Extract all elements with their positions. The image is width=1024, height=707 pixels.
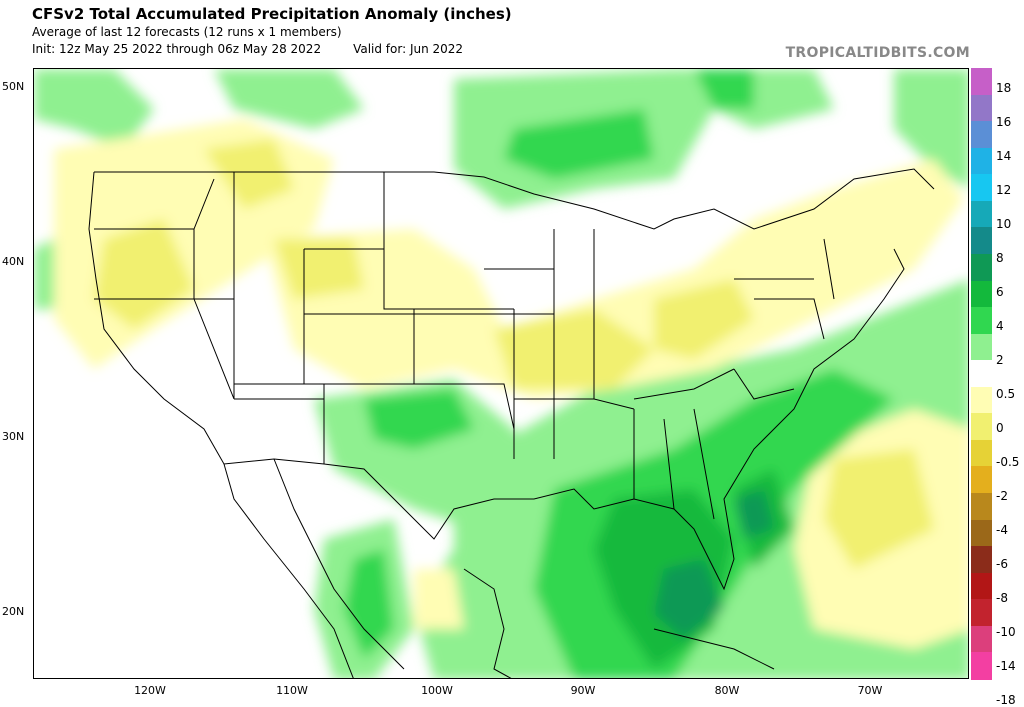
colorbar-label: -10 — [996, 625, 1016, 639]
colorbar-segment — [971, 466, 992, 494]
valid-text: Valid for: Jun 2022 — [353, 42, 464, 56]
chart-title: CFSv2 Total Accumulated Precipitation An… — [32, 5, 512, 23]
colorbar-segment — [971, 147, 992, 175]
lat-label-50n: 50N — [2, 80, 25, 93]
colorbar-segment — [971, 227, 992, 255]
lat-label-30n: 30N — [2, 430, 25, 443]
lon-label-70w: 70W — [857, 684, 883, 697]
map-canvas — [34, 69, 968, 678]
colorbar-label: 18 — [996, 81, 1012, 95]
colorbar-label: -6 — [996, 557, 1008, 571]
colorbar-segment — [971, 121, 992, 149]
colorbar-segment — [971, 599, 992, 627]
lon-label-110w: 110W — [276, 684, 308, 697]
colorbar-label: -8 — [996, 591, 1008, 605]
colorbar-label: 4 — [996, 319, 1004, 333]
init-text: Init: 12z May 25 2022 through 06z May 28… — [32, 42, 322, 56]
colorbar-segment — [971, 652, 992, 680]
precipitation-map — [33, 68, 969, 679]
colorbar-segment — [971, 94, 992, 122]
colorbar-segment — [971, 572, 992, 600]
lat-label-40n: 40N — [2, 255, 25, 268]
colorbar-label: -4 — [996, 523, 1008, 537]
colorbar — [971, 68, 992, 680]
lon-label-100w: 100W — [421, 684, 453, 697]
colorbar-segment — [971, 625, 992, 654]
colorbar-label: 2 — [996, 353, 1004, 367]
brand-watermark: TROPICALTIDBITS.COM — [785, 45, 970, 61]
colorbar-segment — [971, 360, 992, 388]
colorbar-segment — [971, 333, 992, 361]
colorbar-segment — [971, 253, 992, 282]
colorbar-label: -2 — [996, 489, 1008, 503]
colorbar-segment — [971, 174, 992, 202]
colorbar-segment — [971, 519, 992, 547]
lon-label-80w: 80W — [714, 684, 740, 697]
colorbar-segment — [971, 307, 992, 335]
colorbar-segment — [971, 386, 992, 414]
colorbar-label: -0.5 — [996, 455, 1020, 469]
colorbar-segment — [971, 493, 992, 521]
lat-label-20n: 20N — [2, 605, 25, 618]
colorbar-segment — [971, 413, 992, 441]
colorbar-segment — [971, 68, 992, 96]
colorbar-label: 12 — [996, 183, 1012, 197]
chart-subtitle: Average of last 12 forecasts (12 runs x … — [32, 25, 342, 39]
colorbar-label: 14 — [996, 149, 1012, 163]
colorbar-segment — [971, 280, 992, 308]
colorbar-label: 10 — [996, 217, 1012, 231]
colorbar-segment — [971, 439, 992, 468]
colorbar-label: -18 — [996, 693, 1016, 707]
colorbar-segment — [971, 546, 992, 574]
colorbar-label: 6 — [996, 285, 1004, 299]
colorbar-label: 0.5 — [996, 387, 1016, 401]
lon-label-120w: 120W — [134, 684, 166, 697]
chart-timing: Init: 12z May 25 2022 through 06z May 28… — [32, 40, 512, 58]
chart-header: CFSv2 Total Accumulated Precipitation An… — [32, 4, 512, 58]
colorbar-label: -14 — [996, 659, 1016, 673]
anomaly-fill — [34, 69, 968, 678]
colorbar-label: 16 — [996, 115, 1012, 129]
colorbar-segment — [971, 200, 992, 228]
colorbar-label: 8 — [996, 251, 1004, 265]
lon-label-90w: 90W — [570, 684, 596, 697]
colorbar-label: 0 — [996, 421, 1004, 435]
boundaries — [88, 168, 935, 678]
